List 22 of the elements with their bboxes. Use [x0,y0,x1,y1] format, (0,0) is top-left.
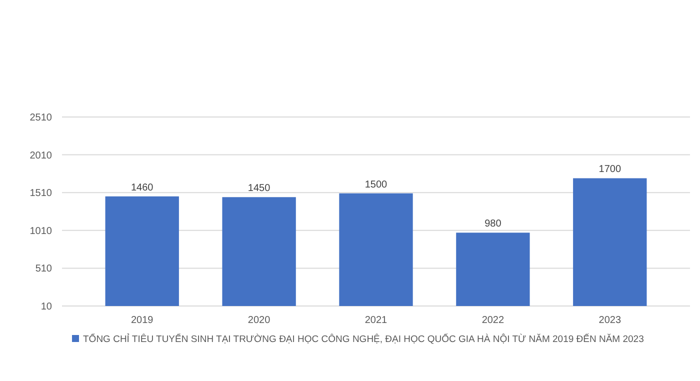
data-label: 1460 [130,182,154,194]
y-tick-label: 1010 [30,226,52,237]
legend-label: TỔNG CHỈ TIÊU TUYỂN SINH TẠI TRƯỜNG ĐẠI HỌC CÔNG NGHỆ, ĐẠI HỌC QUỐC GIA HÀ NỘI TỪ NĂM 2019 ĐẾN NĂM 2023 [83,333,644,345]
x-tick-label: 2023 [598,315,622,326]
bar [105,196,179,306]
bar [456,232,530,306]
data-label: 980 [484,218,502,230]
y-tick-label: 510 [35,264,52,275]
x-tick-label: 2022 [482,315,505,326]
y-tick-label: 2510 [30,112,52,124]
data-label: 1500 [364,179,388,190]
data-label: 1700 [598,164,622,176]
bar [222,197,296,306]
x-tick-label: 2020 [248,315,271,326]
data-label: 1450 [248,183,271,194]
x-tick-label: 2021 [364,315,388,326]
bar [573,178,647,306]
y-tick-label: 2010 [30,150,52,162]
y-tick-label: 1510 [30,188,52,200]
y-tick-label: 10 [40,302,52,312]
bar [339,193,413,306]
x-tick-label: 2019 [130,315,154,326]
